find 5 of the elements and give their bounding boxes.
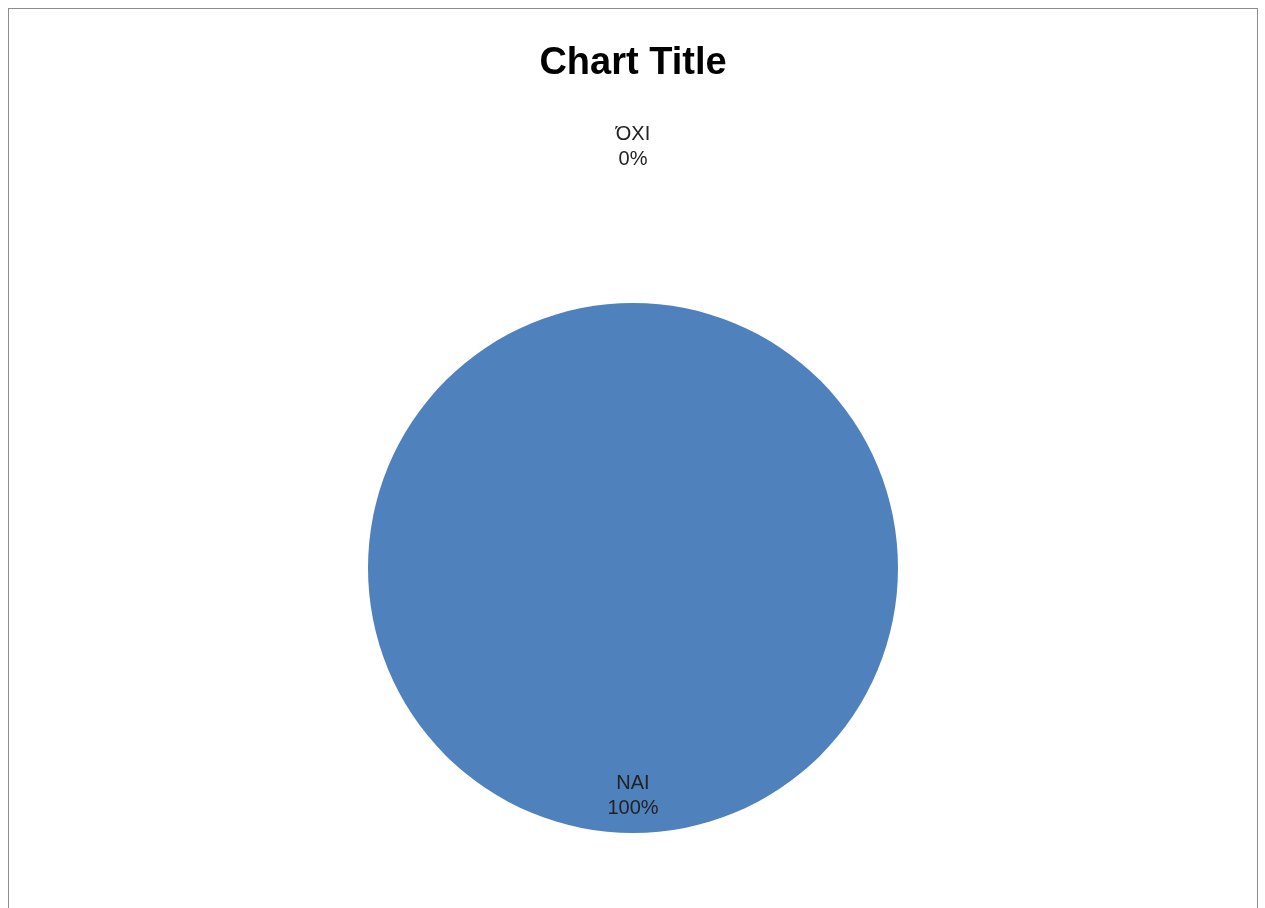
text: 0% [618, 147, 648, 169]
slice-label: ΝΑΙ [616, 771, 650, 794]
data-label: 100% [607, 796, 659, 819]
chart-title: Chart Title [539, 40, 727, 82]
category-label: ΌΧΙ [615, 122, 651, 144]
